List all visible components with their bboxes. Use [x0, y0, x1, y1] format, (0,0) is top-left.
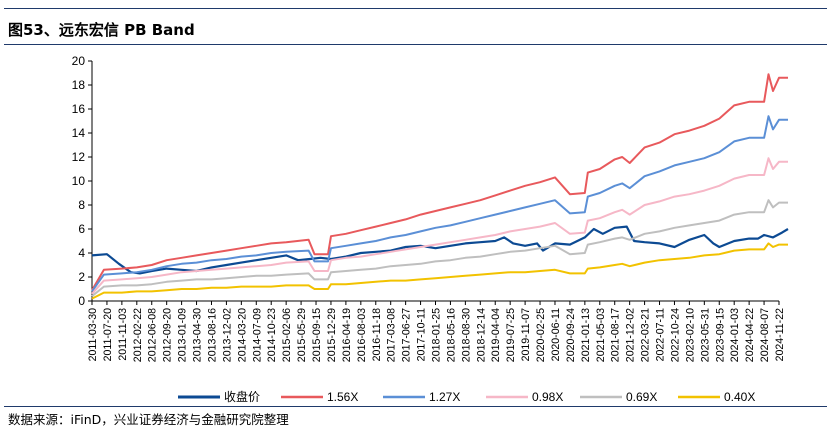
x-tick-label: 2024-01-03 [729, 308, 741, 362]
x-tick-label: 2017-10-11 [416, 308, 428, 362]
y-tick-label: 6 [78, 222, 85, 236]
x-tick-label: 2020-06-11 [550, 308, 562, 362]
y-tick-label: 16 [72, 102, 86, 116]
x-tick-label: 2017-03-08 [386, 308, 398, 362]
y-tick-label: 18 [72, 78, 86, 92]
x-tick-label: 2019-07-25 [505, 308, 517, 362]
x-tick-label: 2018-05-16 [445, 308, 457, 362]
x-tick-label: 2018-12-14 [475, 308, 487, 362]
chart-title: 图53、远东宏信 PB Band [8, 21, 195, 39]
x-tick-label: 2018-01-25 [431, 308, 443, 362]
x-tick-label: 2017-06-27 [401, 308, 413, 362]
y-tick-label: 4 [78, 246, 85, 260]
y-tick-label: 2 [78, 270, 85, 284]
y-tick-label: 10 [72, 174, 86, 188]
x-tick-label: 2019-11-07 [520, 308, 532, 362]
x-tick-label: 2024-08-07 [759, 308, 771, 362]
x-tick-label: 2023-02-10 [684, 308, 696, 362]
x-tick-label: 2013-01-09 [177, 308, 189, 362]
legend-label-6: 0.40X [724, 390, 755, 404]
legend-label-1: 收盘价 [224, 389, 260, 404]
y-tick-label: 12 [72, 150, 86, 164]
x-tick-label: 2016-08-03 [356, 308, 368, 362]
legend-label-2: 1.56X [327, 390, 358, 404]
x-tick-label: 2013-04-30 [192, 308, 204, 362]
x-tick-label: 2015-02-06 [281, 308, 293, 362]
x-tick-label: 2020-02-25 [535, 308, 547, 362]
x-tick-label: 2012-06-08 [147, 308, 159, 362]
x-tick-label: 2021-05-03 [595, 308, 607, 362]
series-line-1 [91, 225, 789, 275]
x-tick-label: 2011-11-03 [117, 308, 129, 361]
x-tick-label: 2021-01-13 [580, 308, 592, 362]
x-tick-label: 2021-12-02 [625, 308, 637, 362]
legend-label-5: 0.69X [626, 390, 657, 404]
x-tick-label: 2022-07-11 [655, 308, 667, 362]
x-tick-label: 2011-03-30 [87, 308, 99, 362]
bottom-rule [4, 406, 827, 407]
x-tick-label: 2013-12-02 [221, 308, 233, 362]
x-tick-label: 2016-04-19 [341, 308, 353, 362]
series-line-5 [91, 199, 788, 297]
x-tick-label: 2024-11-22 [774, 308, 786, 362]
x-tick-label: 2022-10-24 [669, 308, 681, 362]
top-rule [4, 8, 827, 9]
series-line-2 [91, 73, 788, 291]
series-line-4 [91, 157, 788, 295]
y-tick-label: 8 [78, 198, 85, 212]
x-tick-label: 2012-09-20 [162, 308, 174, 362]
series-line-3 [91, 115, 788, 292]
x-tick-label: 2022-03-21 [640, 308, 652, 362]
x-tick-label: 2013-08-16 [206, 308, 218, 362]
y-tick-label: 20 [72, 54, 86, 68]
x-tick-label: 2019-04-04 [490, 308, 502, 362]
x-tick-label: 2015-12-29 [326, 308, 338, 362]
x-tick-label: 2021-08-17 [610, 308, 622, 362]
y-tick-label: 0 [78, 294, 85, 308]
x-tick-label: 2014-10-23 [266, 308, 278, 362]
legend-label-4: 0.98X [532, 390, 563, 404]
y-tick-label: 14 [72, 126, 86, 140]
x-tick-label: 2020-09-24 [565, 308, 577, 362]
x-tick-label: 2015-09-15 [311, 308, 323, 362]
legend-label-3: 1.27X [429, 390, 460, 404]
x-tick-label: 2018-08-30 [460, 308, 472, 362]
series-line-6 [91, 242, 788, 300]
x-tick-label: 2023-05-31 [699, 308, 711, 362]
x-tick-label: 2015-05-29 [296, 308, 308, 362]
x-tick-label: 2014-03-20 [236, 308, 248, 362]
title-rule [4, 44, 827, 45]
x-tick-label: 2012-02-22 [132, 308, 144, 362]
x-tick-label: 2023-09-15 [714, 308, 726, 362]
x-tick-label: 2011-07-20 [102, 308, 114, 362]
x-tick-label: 2016-11-18 [371, 308, 383, 362]
x-tick-label: 2014-07-09 [251, 308, 263, 362]
source-note: 数据来源：iFinD，兴业证券经济与金融研究院整理 [8, 412, 289, 427]
x-tick-label: 2024-04-22 [744, 308, 756, 362]
